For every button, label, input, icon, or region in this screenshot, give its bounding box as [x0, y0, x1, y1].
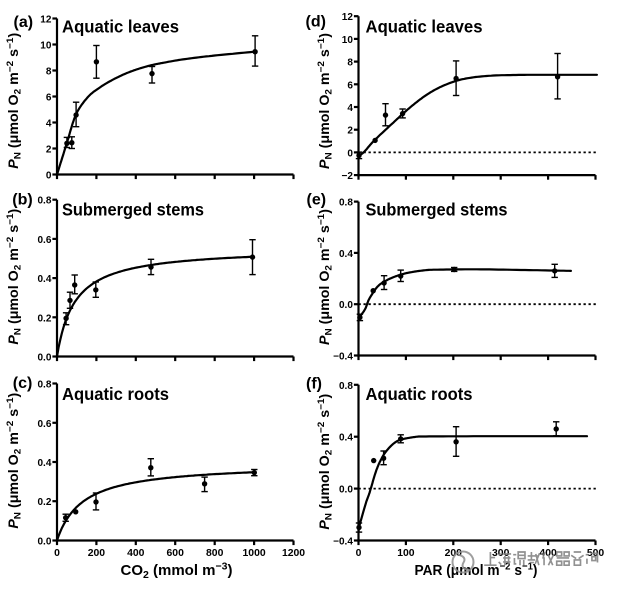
svg-text:12: 12 — [342, 12, 354, 23]
svg-text:400: 400 — [539, 548, 557, 559]
svg-text:100: 100 — [397, 548, 415, 559]
svg-text:2: 2 — [347, 126, 353, 137]
svg-text:0.8: 0.8 — [37, 380, 51, 391]
svg-text:(b): (b) — [12, 191, 32, 208]
svg-text:0.0: 0.0 — [339, 300, 353, 311]
svg-text:0.4: 0.4 — [339, 249, 353, 260]
svg-text:10: 10 — [342, 35, 354, 46]
svg-text:(a): (a) — [14, 14, 34, 31]
svg-text:400: 400 — [127, 548, 145, 559]
svg-text:0: 0 — [356, 548, 362, 559]
svg-text:0.6: 0.6 — [37, 419, 51, 430]
svg-text:PN (μmol O2 m−2 s−1): PN (μmol O2 m−2 s−1) — [5, 209, 24, 345]
svg-text:−0.4: −0.4 — [333, 352, 353, 363]
svg-text:0.6: 0.6 — [37, 235, 51, 246]
svg-text:0: 0 — [54, 548, 60, 559]
svg-text:1000: 1000 — [243, 548, 266, 559]
svg-text:Submerged stems: Submerged stems — [366, 199, 508, 219]
svg-text:300: 300 — [492, 548, 510, 559]
svg-text:(d): (d) — [306, 14, 326, 31]
svg-text:2: 2 — [46, 145, 52, 156]
svg-text:0.4: 0.4 — [339, 433, 353, 444]
svg-text:Aquatic leaves: Aquatic leaves — [366, 17, 483, 37]
svg-text:−0.4: −0.4 — [333, 537, 353, 548]
svg-text:0.0: 0.0 — [37, 353, 51, 364]
svg-text:PN (μmol O2 m−2 s−1): PN (μmol O2 m−2 s−1) — [316, 394, 335, 530]
svg-text:800: 800 — [206, 548, 224, 559]
svg-text:PN (μmol O2 m−2 s−1): PN (μmol O2 m−2 s−1) — [5, 393, 24, 529]
svg-text:6: 6 — [46, 93, 52, 104]
svg-text:0.0: 0.0 — [339, 485, 353, 496]
svg-text:8: 8 — [46, 67, 52, 78]
svg-text:10: 10 — [40, 41, 52, 52]
svg-text:PN (μmol O2 m−2 s−1): PN (μmol O2 m−2 s−1) — [316, 33, 335, 169]
svg-text:0.8: 0.8 — [37, 196, 51, 207]
svg-text:12: 12 — [40, 15, 52, 26]
svg-text:0.8: 0.8 — [339, 381, 353, 392]
svg-text:Aquatic leaves: Aquatic leaves — [62, 17, 179, 37]
svg-text:0: 0 — [347, 148, 353, 159]
svg-text:0.2: 0.2 — [37, 313, 51, 324]
svg-text:CO2 (mmol m−3): CO2 (mmol m−3) — [120, 561, 232, 582]
svg-text:0.2: 0.2 — [37, 497, 51, 508]
svg-text:Aquatic roots: Aquatic roots — [366, 384, 473, 404]
svg-text:0.8: 0.8 — [339, 198, 353, 209]
svg-text:600: 600 — [167, 548, 185, 559]
svg-text:PAR (μmol m−2 s−1): PAR (μmol m−2 s−1) — [415, 561, 538, 580]
svg-text:(c): (c) — [13, 375, 33, 392]
svg-text:PN (μmol O2 m−2 s−1): PN (μmol O2 m−2 s−1) — [316, 209, 335, 345]
svg-text:8: 8 — [347, 58, 353, 69]
svg-text:200: 200 — [88, 548, 106, 559]
svg-text:Aquatic roots: Aquatic roots — [62, 384, 169, 404]
svg-text:1200: 1200 — [282, 548, 305, 559]
svg-text:0: 0 — [46, 171, 52, 182]
svg-text:4: 4 — [347, 103, 353, 114]
svg-text:0.0: 0.0 — [37, 537, 51, 548]
svg-text:0.4: 0.4 — [37, 458, 51, 469]
svg-text:Submerged stems: Submerged stems — [62, 200, 204, 220]
svg-text:PN (μmol O2 m−2 s−1): PN (μmol O2 m−2 s−1) — [5, 33, 24, 169]
svg-text:4: 4 — [46, 119, 52, 130]
svg-text:200: 200 — [445, 548, 463, 559]
svg-text:0.4: 0.4 — [37, 274, 51, 285]
svg-text:6: 6 — [347, 80, 353, 91]
svg-text:(e): (e) — [307, 192, 327, 209]
svg-text:−2: −2 — [341, 171, 353, 182]
svg-text:(f): (f) — [306, 375, 322, 392]
